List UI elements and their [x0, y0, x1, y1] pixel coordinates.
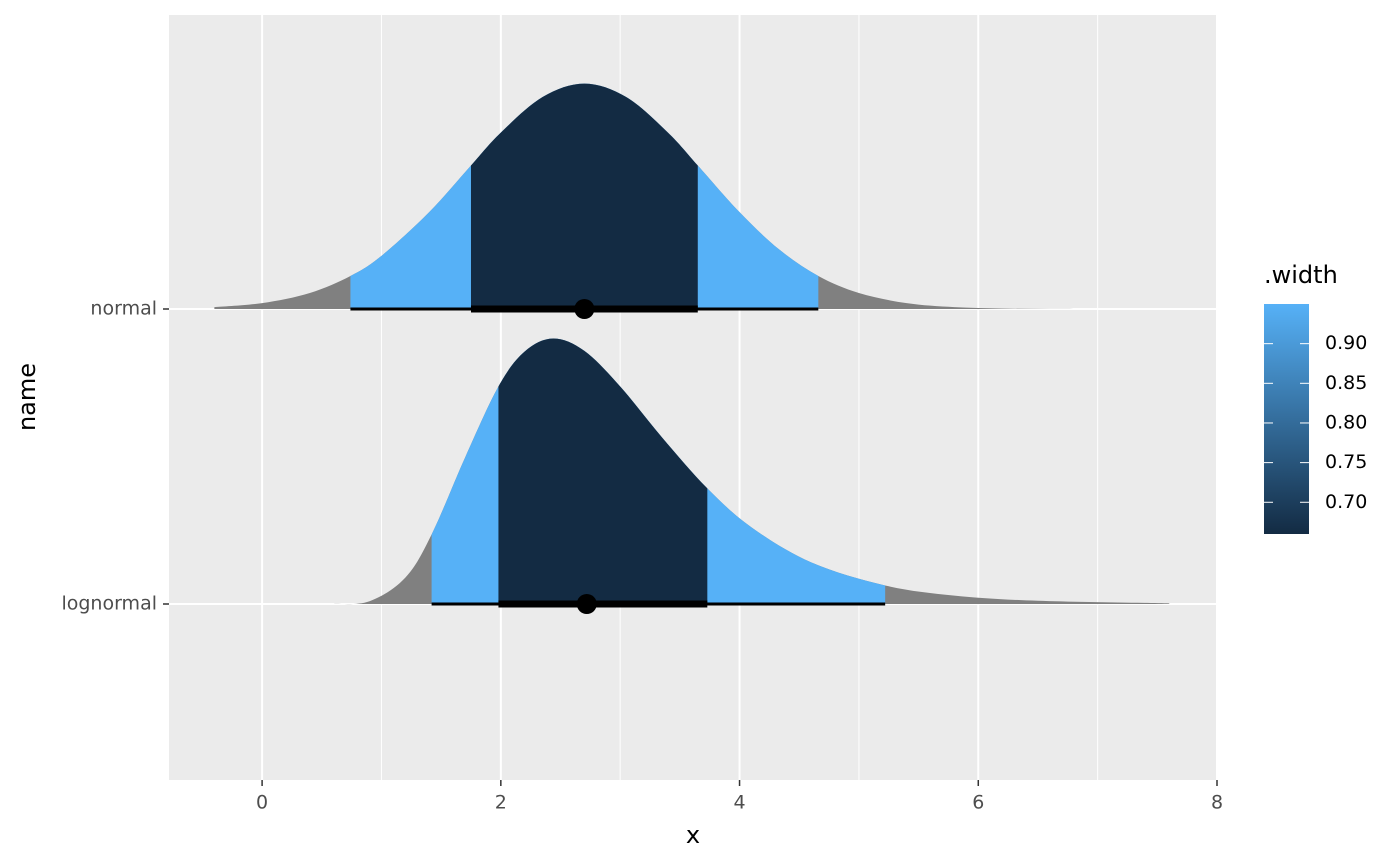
x-axis-title: x	[686, 821, 700, 849]
legend-title: .width	[1264, 261, 1338, 289]
y-axis-title: name	[13, 363, 41, 431]
colorbar	[1264, 304, 1309, 534]
x-tick-label: 2	[495, 792, 507, 814]
panel	[169, 15, 1217, 780]
legend-label: 0.80	[1325, 411, 1367, 433]
x-tick-label: 6	[972, 792, 984, 814]
x-tick-label: 4	[734, 792, 746, 814]
legend-label: 0.90	[1325, 332, 1367, 354]
y-tick-label: normal	[90, 298, 157, 320]
point	[576, 594, 597, 614]
x-tick-label: 0	[256, 792, 268, 814]
legend-label: 0.75	[1325, 451, 1367, 473]
x-tick-label: 8	[1211, 792, 1223, 814]
point	[574, 299, 595, 319]
y-tick-label: lognormal	[61, 593, 157, 615]
legend-label: 0.85	[1325, 372, 1367, 394]
legend-label: 0.70	[1325, 491, 1367, 513]
